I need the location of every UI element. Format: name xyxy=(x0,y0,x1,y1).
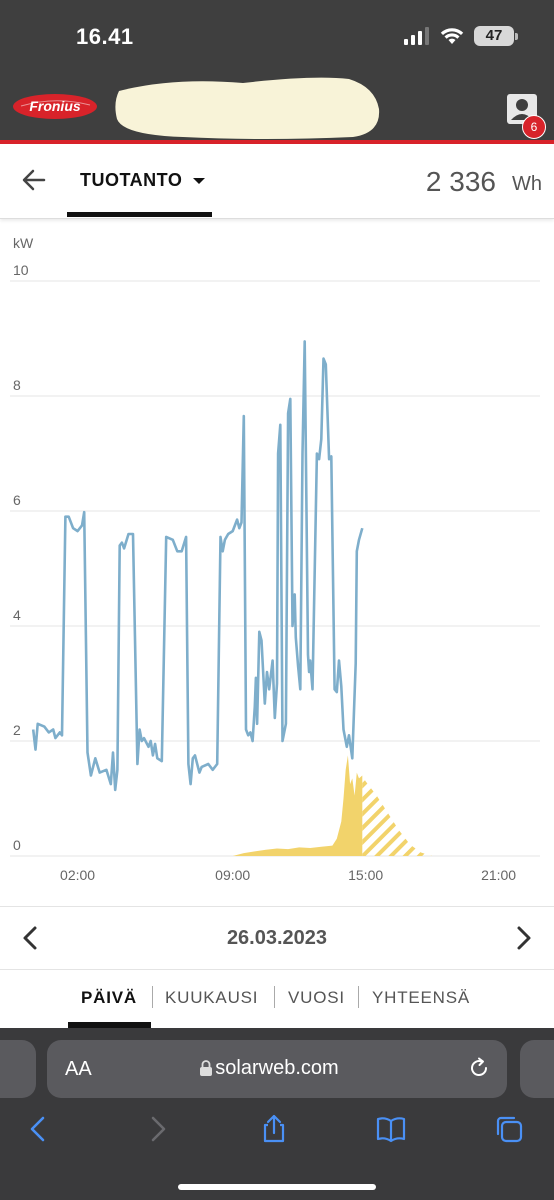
y-tick-label: 4 xyxy=(13,607,21,623)
toolbar: TUOTANTO 2 336 Wh xyxy=(0,144,554,219)
y-tick-label: 0 xyxy=(13,837,21,853)
period-underline xyxy=(68,1022,151,1028)
fronius-logo: Fronius xyxy=(13,94,97,119)
total-energy-unit: Wh xyxy=(512,173,542,195)
redacted-area xyxy=(115,77,380,139)
series-production-area xyxy=(232,755,363,856)
y-tick-label: 10 xyxy=(13,262,29,278)
date-navigator: 26.03.2023 xyxy=(0,906,554,970)
browser-back-icon[interactable] xyxy=(24,1114,54,1144)
x-tick-label: 21:00 xyxy=(481,867,516,883)
home-indicator xyxy=(178,1184,376,1190)
status-time: 16.41 xyxy=(76,24,134,49)
tab-month[interactable]: KUUKAUSI xyxy=(165,988,259,1007)
header-accent-line xyxy=(0,140,554,144)
selected-date[interactable]: 26.03.2023 xyxy=(226,927,328,949)
browser-forward-icon[interactable] xyxy=(142,1114,172,1144)
tab-separator xyxy=(274,986,275,1008)
y-axis-unit: kW xyxy=(13,235,34,251)
series-forecast-area xyxy=(362,775,433,856)
browser-toolbar: AA solarweb.com xyxy=(0,1028,554,1200)
total-energy-value: 2 336 xyxy=(425,166,496,197)
tab-underline xyxy=(67,212,212,217)
share-icon[interactable] xyxy=(259,1114,289,1144)
period-tabs: PÄIVÄ KUUKAUSI VUOSI YHTEENSÄ xyxy=(0,968,554,1028)
power-chart: kW 10 8 6 4 2 0 02:00 09:00 15:00 21:00 xyxy=(10,235,540,883)
tab-production[interactable]: TUOTANTO xyxy=(80,170,183,190)
signal-icon xyxy=(404,27,429,45)
prev-tab-preview[interactable] xyxy=(0,1040,36,1098)
reload-icon[interactable] xyxy=(467,1056,491,1080)
battery-icon: 47 xyxy=(474,26,518,46)
caret-down-icon[interactable] xyxy=(192,176,206,186)
notification-badge: 6 xyxy=(522,115,546,139)
reader-options-button[interactable]: AA xyxy=(65,1058,92,1080)
next-tab-preview[interactable] xyxy=(520,1040,554,1098)
fronius-logo-text: Fronius xyxy=(29,98,81,114)
url-text: solarweb.com xyxy=(215,1057,339,1079)
tab-separator xyxy=(152,986,153,1008)
chevron-right-icon[interactable] xyxy=(512,925,536,951)
y-tick-label: 8 xyxy=(13,377,21,393)
x-tick-label: 09:00 xyxy=(215,867,250,883)
tab-year[interactable]: VUOSI xyxy=(288,988,345,1007)
lock-icon xyxy=(200,1060,212,1076)
x-tick-label: 15:00 xyxy=(348,867,383,883)
y-tick-label: 6 xyxy=(13,492,21,508)
status-icons: 47 xyxy=(404,26,518,46)
bookmarks-icon[interactable] xyxy=(376,1114,406,1144)
tab-separator xyxy=(358,986,359,1008)
tab-total[interactable]: YHTEENSÄ xyxy=(372,988,471,1007)
x-tick-label: 02:00 xyxy=(60,867,95,883)
tabs-icon[interactable] xyxy=(494,1114,524,1144)
back-arrow-icon[interactable] xyxy=(20,166,48,194)
wifi-icon xyxy=(440,28,464,44)
chevron-left-icon[interactable] xyxy=(18,925,42,951)
y-tick-label: 2 xyxy=(13,722,21,738)
address-bar[interactable]: AA solarweb.com xyxy=(47,1040,507,1098)
tab-day[interactable]: PÄIVÄ xyxy=(81,988,137,1007)
series-consumption-line xyxy=(31,340,364,792)
